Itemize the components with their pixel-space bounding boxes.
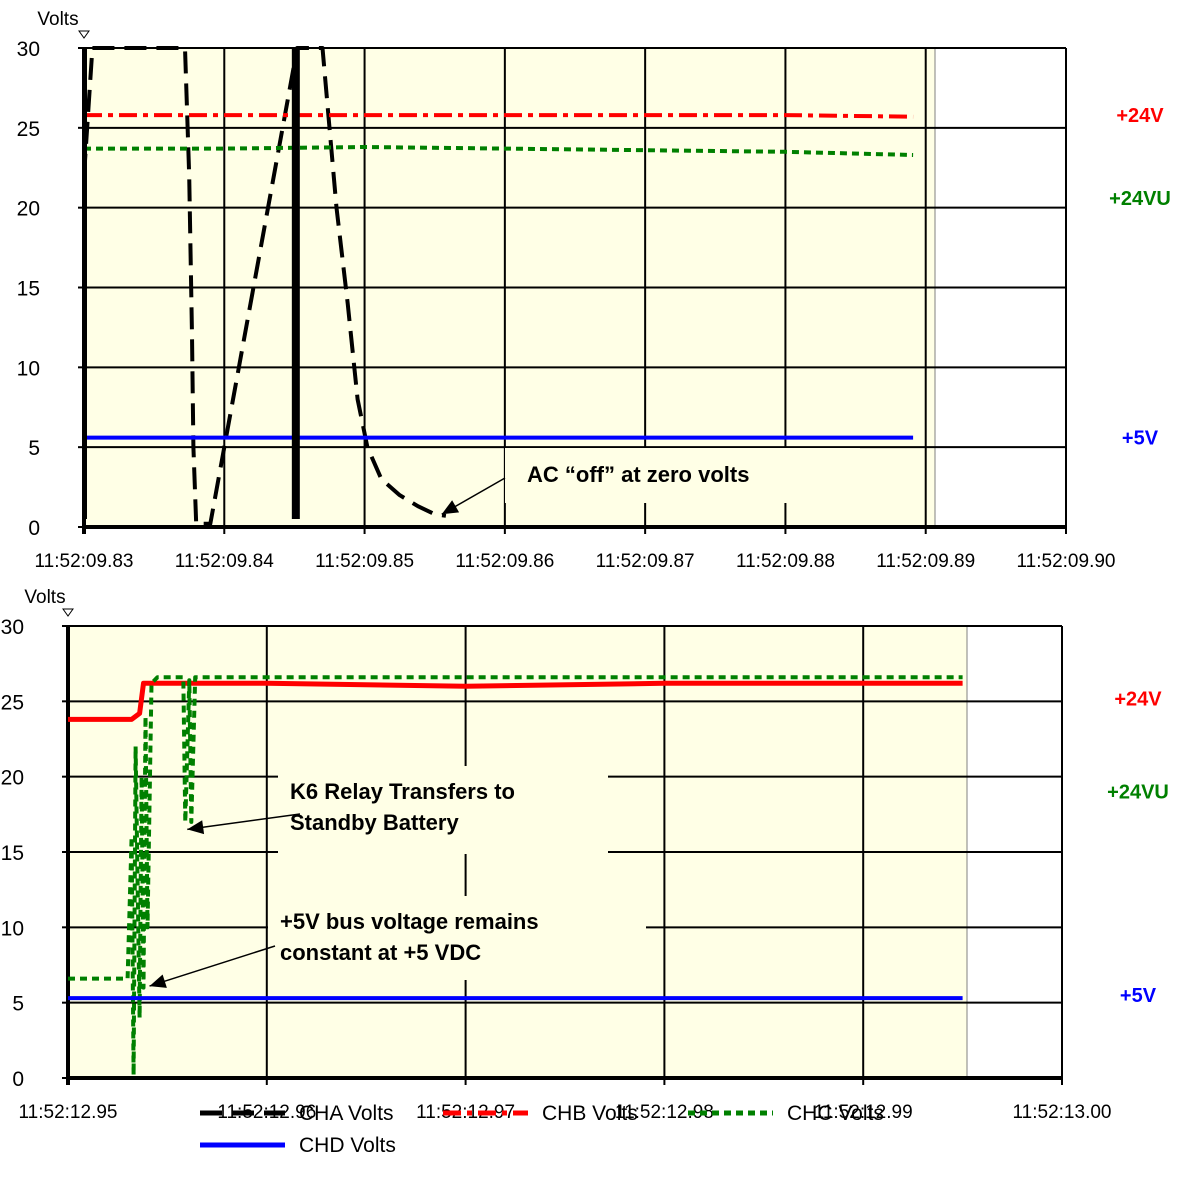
y-tick-label: 0 [12,1068,24,1091]
x-tick-label: 11:52:09.88 [736,551,835,572]
x-tick-label: 11:52:12.95 [19,1102,118,1123]
series-line-chc-volts [68,675,963,1077]
y-tick-label: 30 [1,616,24,639]
annotation-text: K6 Relay Transfers to [290,779,515,804]
x-tick-label: 11:52:09.84 [175,551,274,572]
y-axis-label: Volts [24,587,65,608]
annotation-arrow [149,945,276,987]
annotation-text: Standby Battery [290,810,459,835]
arrowhead-icon [149,974,167,988]
annotation-box [278,766,608,854]
y-tick-label: 25 [17,118,40,141]
chart-2: 05101520253011:52:12.9511:52:12.9611:52:… [1,587,1169,1123]
side-label: +5V [1122,428,1159,450]
x-tick-label: 11:52:09.86 [455,551,554,572]
annotation-text: AC “off” at zero volts [527,462,749,487]
side-label: +24V [1116,105,1164,127]
chart-1: 0 5 10 15 20 25 30 11:52:09.83 11:52:09.84 11:52:… [17,9,1171,572]
side-label: +24V [1114,688,1162,710]
axis-marker-icon [78,30,90,39]
legend: CHA Volts CHB Volts CHC Volts CHD Volts [200,1102,884,1157]
y-axis-label: Volts [37,9,78,30]
y-tick-label: 15 [1,842,24,865]
x-tick-label: 11:52:12.97 [416,1102,515,1123]
y-tick-label: 5 [12,993,24,1016]
annotation-box [268,896,646,980]
arrowhead-icon [187,820,205,835]
y-tick-label: 25 [1,691,24,714]
y-tick-label: 5 [28,437,40,460]
y-tick-label: 10 [1,917,24,940]
y-tick-label: 10 [17,357,40,380]
arrowhead-icon [441,500,460,515]
side-label: +24VU [1107,782,1169,804]
side-label: +24VU [1109,188,1171,210]
annotation-box [505,448,860,503]
x-tick-label: 11:52:12.98 [615,1102,714,1123]
annotation-arrow [187,813,301,831]
series-line-cha-volts [84,46,447,526]
series-line-chb-volts [68,680,963,722]
legend-label: CHC Volts [787,1102,884,1125]
x-tick-label: 11:52:09.85 [315,551,414,572]
series-line-chb-volts [84,113,914,119]
legend-label: CHD Volts [299,1134,396,1157]
x-tick-label: 11:52:09.90 [1017,551,1116,572]
y-tick-label: 20 [1,767,24,790]
x-tick-label: 11:52:12.99 [814,1102,913,1123]
x-tick-label: 11:52:09.87 [596,551,695,572]
y-tick-label: 15 [17,278,40,301]
annotation-text: constant at +5 VDC [280,940,481,965]
side-label: +5V [1120,985,1157,1007]
x-tick-label: 11:52:09.89 [876,551,975,572]
y-tick-label: 20 [17,198,40,221]
annotation-text: +5V bus voltage remains [280,909,539,934]
y-tick-label: 30 [17,38,40,61]
x-tick-label: 11:52:13.00 [1013,1102,1112,1123]
legend-label: CHB Volts [542,1102,638,1125]
x-tick-label: 11:52:09.83 [35,551,134,572]
axis-marker-icon [62,608,74,617]
series-line-chc-volts [84,145,914,157]
y-tick-label: 0 [28,517,40,540]
legend-label: CHA Volts [299,1102,394,1125]
